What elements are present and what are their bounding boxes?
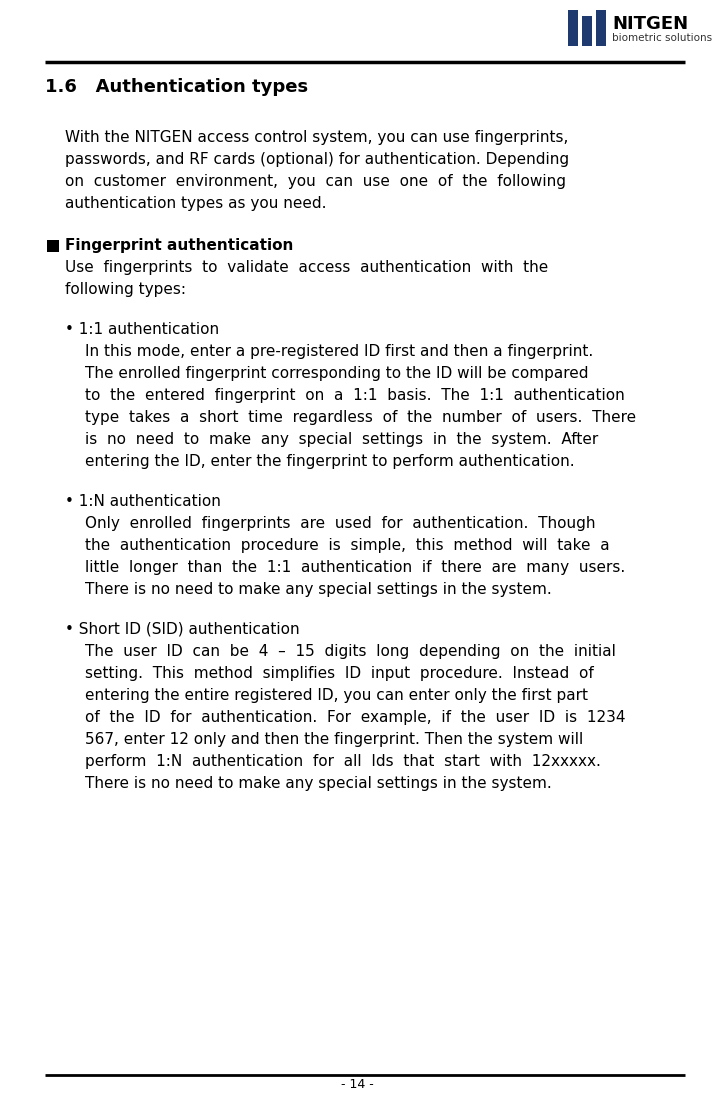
Text: passwords, and RF cards (optional) for authentication. Depending: passwords, and RF cards (optional) for a… [65,152,569,167]
Text: perform  1:N  authentication  for  all  Ids  that  start  with  12xxxxx.: perform 1:N authentication for all Ids t… [85,754,601,769]
Bar [47,240,59,252]
Text: of  the  ID  for  authentication.  For  example,  if  the  user  ID  is  1234: of the ID for authentication. For exampl… [85,710,625,725]
Bar [596,10,606,46]
Text: on  customer  environment,  you  can  use  one  of  the  following: on customer environment, you can use one… [65,174,566,189]
Text: the  authentication  procedure  is  simple,  this  method  will  take  a: the authentication procedure is simple, … [85,538,610,553]
Text: little  longer  than  the  1:1  authentication  if  there  are  many  users.: little longer than the 1:1 authenticatio… [85,560,625,575]
Text: NITGEN: NITGEN [612,14,688,33]
Text: With the NITGEN access control system, you can use fingerprints,: With the NITGEN access control system, y… [65,130,568,145]
Text: authentication types as you need.: authentication types as you need. [65,196,326,211]
Text: setting.  This  method  simplifies  ID  input  procedure.  Instead  of: setting. This method simplifies ID input… [85,666,594,681]
Text: • 1:N authentication: • 1:N authentication [65,494,221,509]
Text: entering the entire registered ID, you can enter only the first part: entering the entire registered ID, you c… [85,688,588,703]
Text: type  takes  a  short  time  regardless  of  the  number  of  users.  There: type takes a short time regardless of th… [85,410,636,425]
Bar [582,16,592,46]
Text: The  user  ID  can  be  4  –  15  digits  long  depending  on  the  initial: The user ID can be 4 – 15 digits long de… [85,644,616,659]
Text: 1.6   Authentication types: 1.6 Authentication types [45,78,308,96]
Text: The enrolled fingerprint corresponding to the ID will be compared: The enrolled fingerprint corresponding t… [85,366,588,381]
Text: In this mode, enter a pre-registered ID first and then a fingerprint.: In this mode, enter a pre-registered ID … [85,344,593,359]
Text: • 1:1 authentication: • 1:1 authentication [65,322,219,337]
Bar [568,10,578,46]
Text: following types:: following types: [65,282,186,297]
Text: • Short ID (SID) authentication: • Short ID (SID) authentication [65,622,300,637]
Text: Fingerprint authentication: Fingerprint authentication [65,238,293,253]
Text: Only  enrolled  fingerprints  are  used  for  authentication.  Though: Only enrolled fingerprints are used for … [85,516,595,531]
Text: There is no need to make any special settings in the system.: There is no need to make any special set… [85,582,552,597]
Text: biometric solutions: biometric solutions [612,33,712,43]
Text: - 14 -: - 14 - [341,1078,373,1092]
Text: to  the  entered  fingerprint  on  a  1:1  basis.  The  1:1  authentication: to the entered fingerprint on a 1:1 basi… [85,388,625,403]
Text: 567, enter 12 only and then the fingerprint. Then the system will: 567, enter 12 only and then the fingerpr… [85,732,583,747]
Text: Use  fingerprints  to  validate  access  authentication  with  the: Use fingerprints to validate access auth… [65,260,548,275]
Text: is  no  need  to  make  any  special  settings  in  the  system.  After: is no need to make any special settings … [85,432,598,447]
Text: There is no need to make any special settings in the system.: There is no need to make any special set… [85,776,552,791]
Text: entering the ID, enter the fingerprint to perform authentication.: entering the ID, enter the fingerprint t… [85,454,575,469]
